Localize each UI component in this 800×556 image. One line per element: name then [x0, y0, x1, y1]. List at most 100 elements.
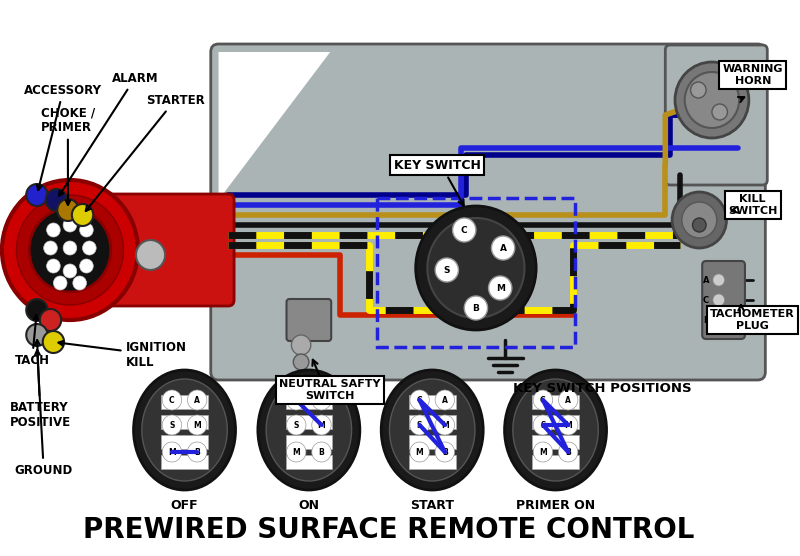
- Circle shape: [80, 259, 94, 273]
- Circle shape: [693, 218, 706, 232]
- Circle shape: [187, 415, 207, 435]
- Text: M: M: [168, 448, 176, 456]
- Text: NEUTRAL SAFTY
SWITCH: NEUTRAL SAFTY SWITCH: [279, 379, 381, 401]
- Text: STARTER: STARTER: [86, 93, 205, 211]
- Circle shape: [58, 199, 78, 221]
- Ellipse shape: [258, 370, 360, 490]
- Circle shape: [312, 390, 331, 410]
- Circle shape: [435, 415, 454, 435]
- Text: C: C: [169, 395, 174, 405]
- Circle shape: [291, 335, 310, 355]
- Ellipse shape: [142, 379, 227, 481]
- Bar: [286, 395, 332, 409]
- Text: A: A: [442, 395, 448, 405]
- Text: CHOKE /
PRIMER: CHOKE / PRIMER: [41, 106, 95, 205]
- Text: S: S: [294, 420, 299, 429]
- Circle shape: [187, 390, 207, 410]
- Text: KEY SWITCH: KEY SWITCH: [394, 158, 481, 171]
- Circle shape: [672, 192, 726, 248]
- Polygon shape: [218, 52, 330, 200]
- Circle shape: [17, 195, 123, 305]
- Bar: [409, 455, 455, 469]
- Circle shape: [294, 354, 309, 370]
- Text: ACCESSORY: ACCESSORY: [24, 83, 102, 190]
- Circle shape: [713, 274, 725, 286]
- Circle shape: [54, 276, 67, 290]
- Circle shape: [26, 299, 47, 321]
- Circle shape: [713, 294, 725, 306]
- Circle shape: [286, 442, 306, 462]
- Circle shape: [73, 276, 86, 290]
- Bar: [162, 435, 208, 449]
- Circle shape: [42, 331, 64, 353]
- Ellipse shape: [266, 379, 351, 481]
- Bar: [286, 415, 332, 429]
- Circle shape: [435, 258, 458, 282]
- Text: S: S: [443, 266, 450, 275]
- Circle shape: [26, 324, 47, 346]
- Circle shape: [489, 276, 512, 300]
- Text: M: M: [416, 448, 423, 456]
- Circle shape: [63, 264, 77, 278]
- Circle shape: [26, 184, 47, 206]
- Text: A: A: [566, 395, 571, 405]
- Circle shape: [410, 390, 430, 410]
- Text: B: B: [566, 448, 571, 456]
- Text: PREWIRED SURFACE REMOTE CONTROL: PREWIRED SURFACE REMOTE CONTROL: [83, 516, 694, 544]
- Circle shape: [416, 206, 536, 330]
- FancyBboxPatch shape: [286, 299, 331, 341]
- Circle shape: [491, 236, 514, 260]
- Text: A: A: [500, 244, 506, 252]
- Text: START: START: [410, 499, 454, 512]
- Text: C: C: [461, 226, 467, 235]
- Text: IGNITION
KILL: IGNITION KILL: [58, 341, 187, 369]
- Bar: [532, 395, 579, 409]
- Text: TACH: TACH: [14, 315, 50, 366]
- FancyBboxPatch shape: [210, 44, 766, 380]
- Text: TACHOMETER
PLUG: TACHOMETER PLUG: [710, 309, 795, 331]
- Text: M: M: [194, 420, 201, 429]
- Circle shape: [435, 390, 454, 410]
- Circle shape: [40, 309, 61, 331]
- Circle shape: [46, 189, 67, 211]
- Text: C: C: [294, 395, 299, 405]
- Text: B: B: [442, 448, 448, 456]
- Circle shape: [2, 180, 138, 320]
- Circle shape: [427, 218, 525, 318]
- Circle shape: [286, 415, 306, 435]
- Text: S: S: [170, 420, 174, 429]
- Bar: [162, 395, 208, 409]
- FancyBboxPatch shape: [106, 194, 234, 306]
- Text: PRIMER ON: PRIMER ON: [516, 499, 595, 512]
- Text: A: A: [703, 276, 710, 285]
- Circle shape: [453, 218, 476, 242]
- Circle shape: [63, 218, 77, 232]
- Text: A: A: [194, 395, 200, 405]
- Text: S: S: [417, 420, 422, 429]
- Circle shape: [558, 442, 578, 462]
- Bar: [162, 455, 208, 469]
- Text: M: M: [441, 420, 449, 429]
- Text: C: C: [540, 395, 546, 405]
- Circle shape: [534, 390, 553, 410]
- Text: GROUND: GROUND: [14, 350, 73, 476]
- FancyBboxPatch shape: [666, 45, 767, 185]
- Circle shape: [558, 415, 578, 435]
- Circle shape: [464, 296, 487, 320]
- Ellipse shape: [513, 379, 598, 481]
- Bar: [162, 415, 208, 429]
- Text: B: B: [194, 448, 200, 456]
- Text: ON: ON: [298, 499, 319, 512]
- Ellipse shape: [505, 370, 606, 490]
- Text: M: M: [539, 448, 547, 456]
- Bar: [532, 435, 579, 449]
- Text: KILL
SWITCH: KILL SWITCH: [728, 194, 778, 216]
- Circle shape: [682, 202, 717, 238]
- Text: ALARM: ALARM: [59, 72, 158, 196]
- Bar: [532, 415, 579, 429]
- Text: M: M: [496, 284, 505, 292]
- Circle shape: [46, 223, 60, 237]
- Circle shape: [80, 223, 94, 237]
- Circle shape: [63, 241, 77, 255]
- Ellipse shape: [390, 379, 475, 481]
